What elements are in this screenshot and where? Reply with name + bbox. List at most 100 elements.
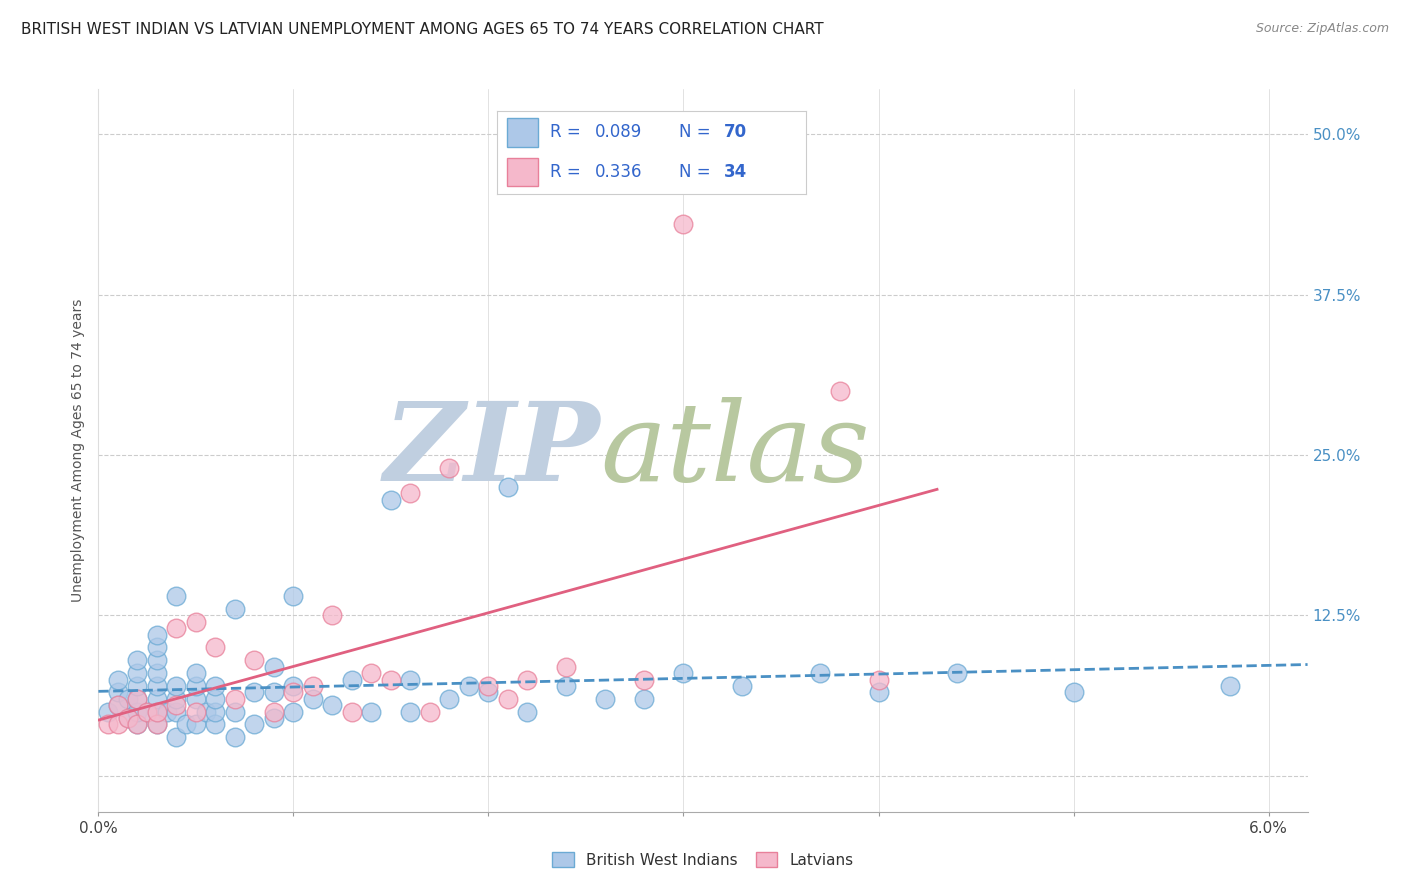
Y-axis label: Unemployment Among Ages 65 to 74 years: Unemployment Among Ages 65 to 74 years [70, 299, 84, 602]
Point [321, 608, 343, 623]
Point [496, 480, 519, 494]
Point [107, 698, 129, 713]
Point [633, 673, 655, 687]
Point [808, 666, 831, 681]
Text: Source: ZipAtlas.com: Source: ZipAtlas.com [1256, 22, 1389, 36]
Point [117, 711, 139, 725]
Point [828, 384, 851, 398]
Point [184, 705, 207, 719]
Point [156, 705, 179, 719]
Point [224, 731, 246, 745]
Point [283, 679, 305, 693]
Point [165, 621, 187, 635]
Point [146, 705, 169, 719]
Point [555, 659, 578, 673]
Point [204, 705, 226, 719]
Point [283, 705, 305, 719]
Point [633, 691, 655, 706]
Point [127, 691, 149, 706]
Point [243, 717, 266, 731]
Point [360, 666, 382, 681]
Point [146, 717, 169, 731]
Point [380, 492, 402, 507]
Point [194, 705, 217, 719]
Point [516, 705, 538, 719]
Point [263, 685, 285, 699]
Point [439, 691, 461, 706]
Point [419, 705, 441, 719]
Point [204, 679, 226, 693]
Point [477, 685, 499, 699]
Point [184, 679, 207, 693]
Point [127, 653, 149, 667]
Point [868, 673, 890, 687]
Point [263, 659, 285, 673]
Point [477, 679, 499, 693]
Point [127, 679, 149, 693]
Text: ZIP: ZIP [384, 397, 600, 504]
Point [165, 691, 187, 706]
Point [204, 640, 226, 655]
Point [1219, 679, 1241, 693]
Point [302, 691, 325, 706]
Point [224, 705, 246, 719]
Point [360, 705, 382, 719]
Point [146, 717, 169, 731]
Point [340, 705, 363, 719]
Point [243, 653, 266, 667]
Point [516, 673, 538, 687]
Point [555, 679, 578, 693]
Point [165, 679, 187, 693]
Point [146, 627, 169, 641]
Point [204, 717, 226, 731]
Point [127, 666, 149, 681]
Point [184, 691, 207, 706]
Point [146, 691, 169, 706]
Point [380, 673, 402, 687]
Point [184, 717, 207, 731]
Point [595, 691, 617, 706]
Point [107, 685, 129, 699]
Point [672, 217, 695, 231]
Point [263, 711, 285, 725]
Point [496, 691, 519, 706]
Point [731, 679, 754, 693]
Point [136, 705, 159, 719]
Point [107, 673, 129, 687]
Point [283, 685, 305, 699]
Point [165, 705, 187, 719]
Point [399, 486, 422, 500]
Point [127, 705, 149, 719]
Point [127, 717, 149, 731]
Point [672, 666, 695, 681]
Point [224, 691, 246, 706]
Point [321, 698, 343, 713]
Point [97, 717, 120, 731]
Point [165, 698, 187, 713]
Point [184, 615, 207, 629]
Point [945, 666, 967, 681]
Point [458, 679, 481, 693]
Point [97, 705, 120, 719]
Point [283, 589, 305, 603]
Point [146, 679, 169, 693]
Point [243, 685, 266, 699]
Point [868, 685, 890, 699]
Point [136, 705, 159, 719]
Text: atlas: atlas [600, 397, 870, 504]
Point [302, 679, 325, 693]
Legend: British West Indians, Latvians: British West Indians, Latvians [547, 846, 859, 873]
Point [204, 691, 226, 706]
Point [146, 705, 169, 719]
Point [184, 666, 207, 681]
Point [340, 673, 363, 687]
Point [146, 640, 169, 655]
Text: BRITISH WEST INDIAN VS LATVIAN UNEMPLOYMENT AMONG AGES 65 TO 74 YEARS CORRELATIO: BRITISH WEST INDIAN VS LATVIAN UNEMPLOYM… [21, 22, 824, 37]
Point [399, 705, 422, 719]
Point [1063, 685, 1085, 699]
Point [224, 602, 246, 616]
Point [174, 717, 197, 731]
Point [127, 717, 149, 731]
Point [127, 691, 149, 706]
Point [165, 731, 187, 745]
